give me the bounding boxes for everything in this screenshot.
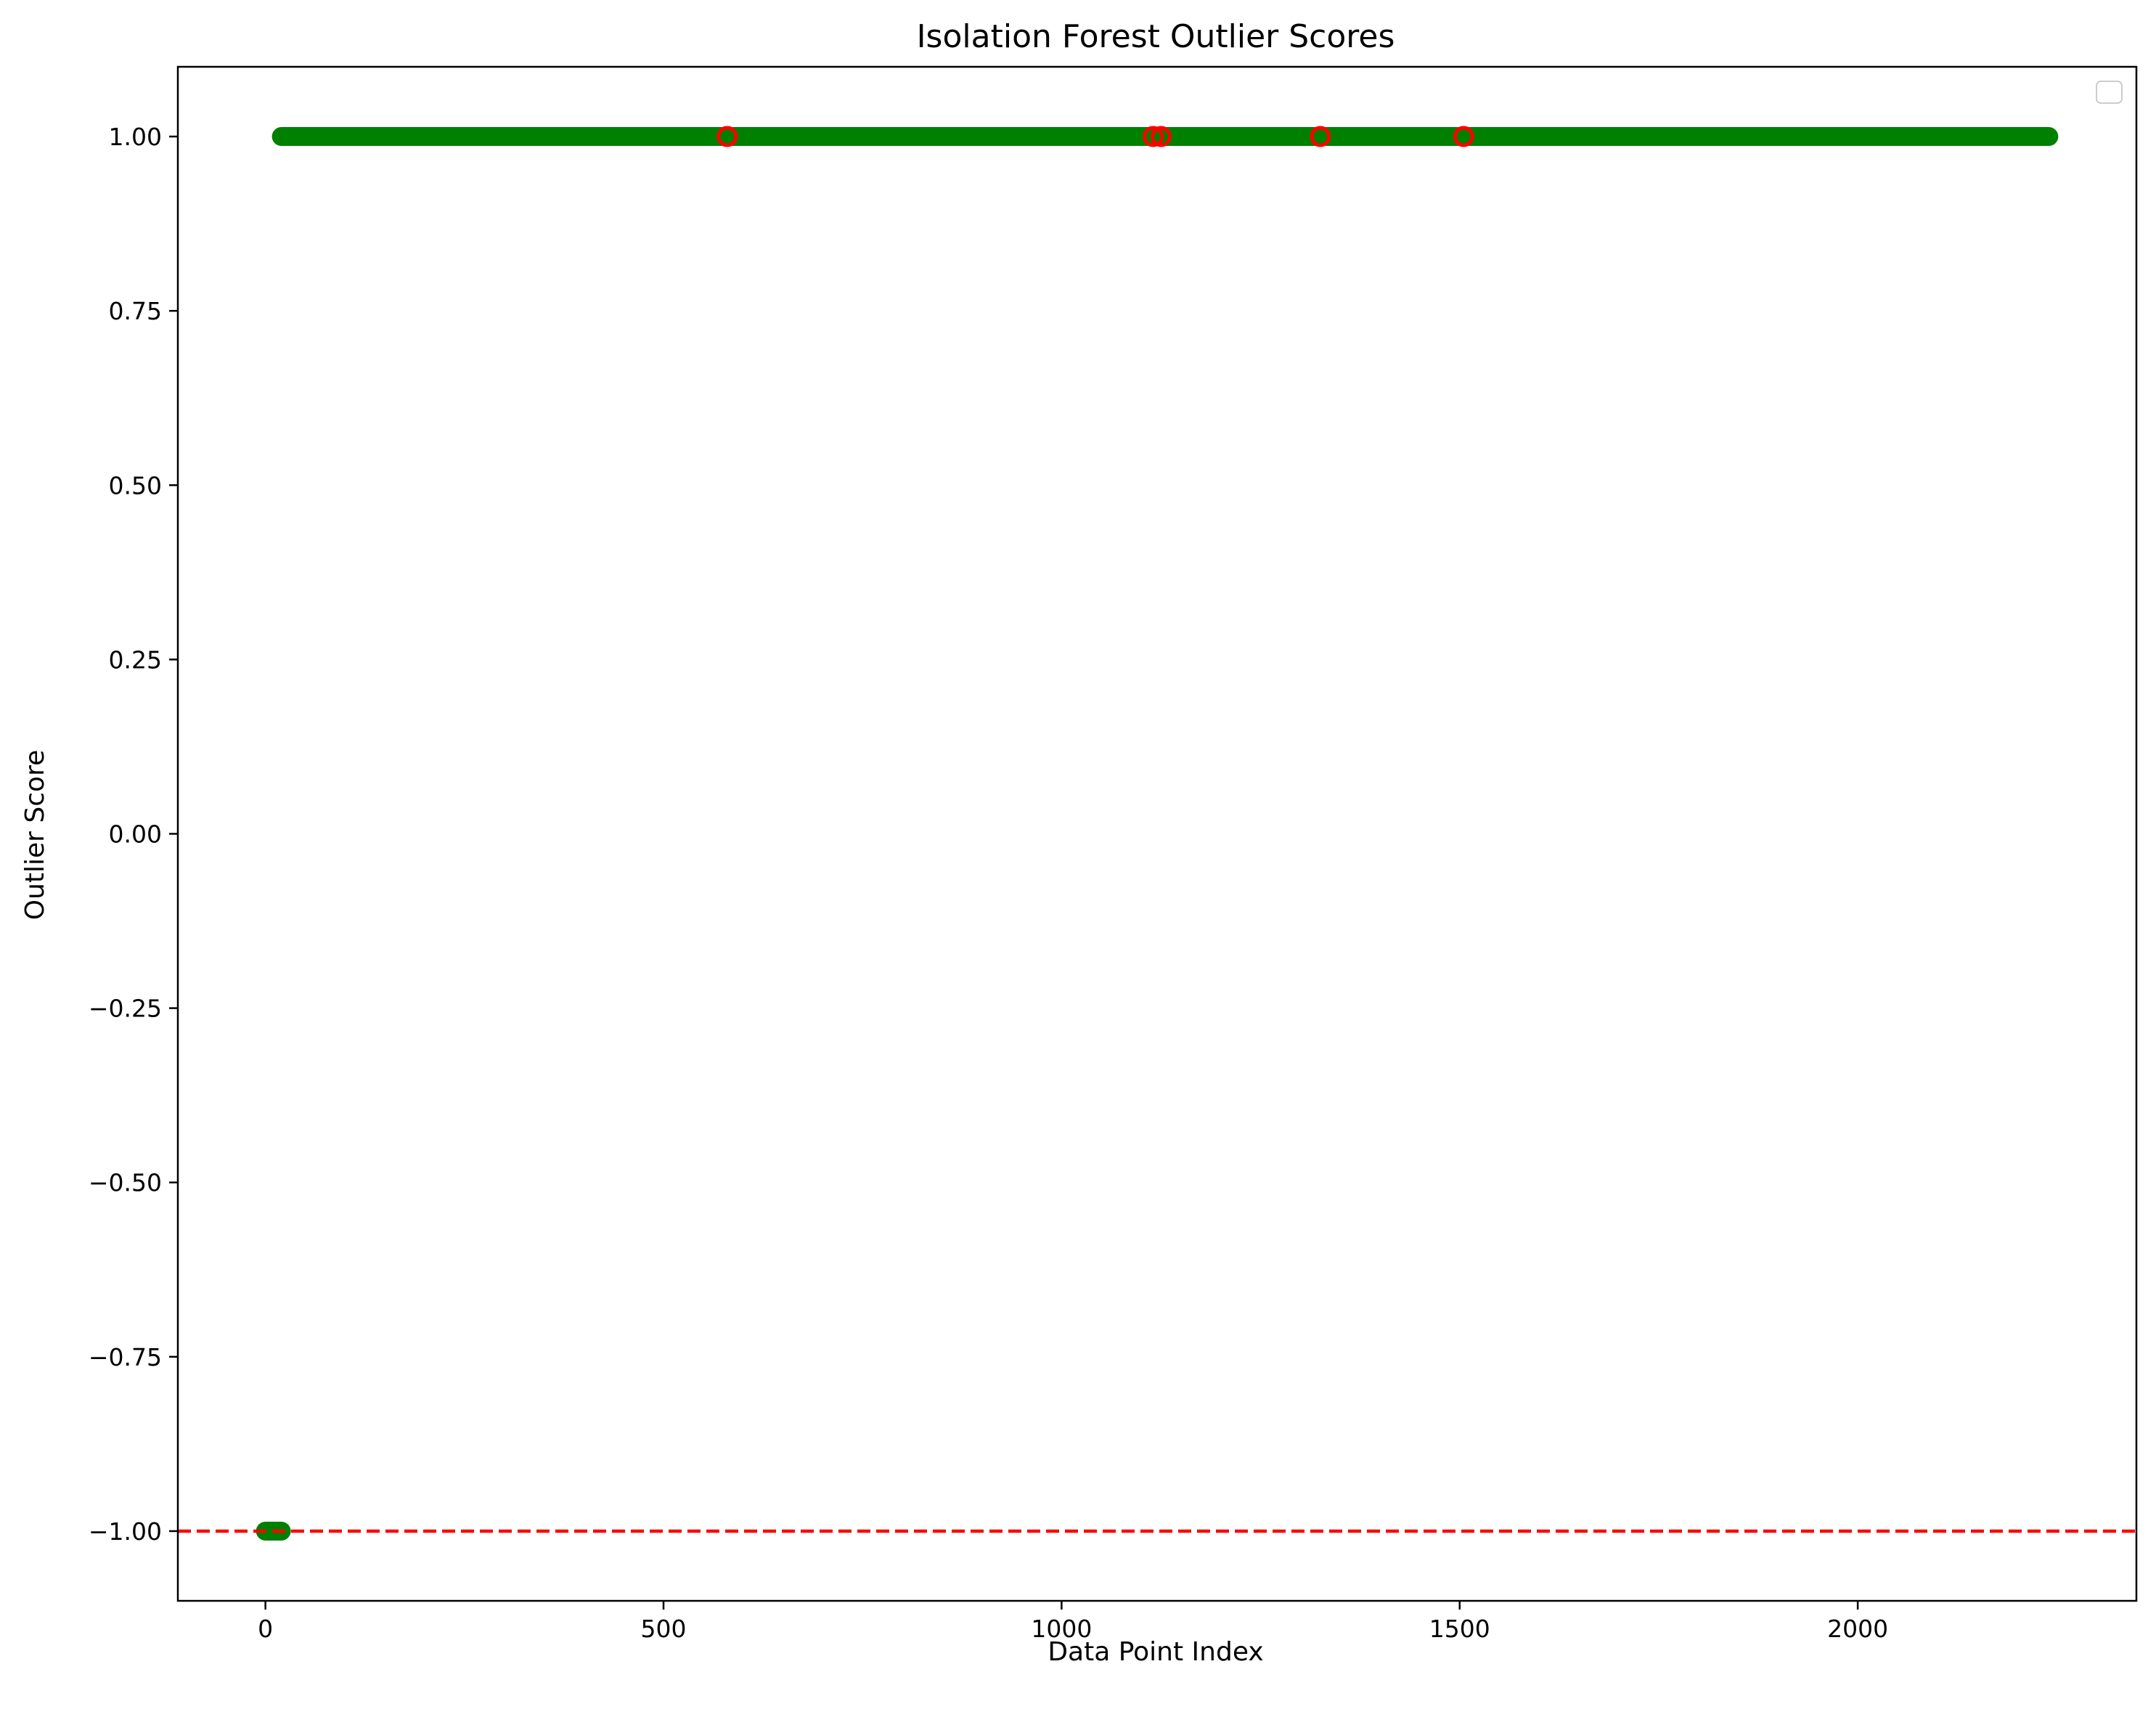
y-tick-label-1: 0.75 <box>109 297 162 325</box>
data-marks <box>178 126 2136 1541</box>
y-tick-label-2: 0.50 <box>109 471 162 499</box>
x-tick-label-4: 2000 <box>1827 1615 1888 1643</box>
x-axis-label: Data Point Index <box>1048 1637 1263 1667</box>
legend-box <box>2096 81 2123 104</box>
y-tick-label-0: 1.00 <box>109 123 162 151</box>
y-tick-label-6: −0.50 <box>89 1169 162 1197</box>
y-tick-label-5: −0.25 <box>89 995 162 1023</box>
red-point-2 <box>1150 126 1172 147</box>
y-axis-label: Outlier Score <box>20 750 50 921</box>
chart-title: Isolation Forest Outlier Scores <box>917 18 1395 55</box>
x-tick-label-2: 1000 <box>1031 1615 1092 1643</box>
red-point-1 <box>1143 126 1164 147</box>
x-tick-label-3: 1500 <box>1429 1615 1490 1643</box>
x-tick-label-1: 500 <box>641 1615 687 1643</box>
y-tick-label-8: −1.00 <box>89 1517 162 1546</box>
red-point-4 <box>1453 126 1474 147</box>
x-tick-label-0: 0 <box>258 1615 273 1643</box>
y-tick-label-7: −0.75 <box>89 1343 162 1371</box>
y-tick-label-3: 0.25 <box>109 645 162 674</box>
y-tick-label-4: 0.00 <box>109 820 162 849</box>
red-point-0 <box>716 126 738 147</box>
red-point-3 <box>1310 126 1331 147</box>
plot-area: 0 500 1000 1500 2000 1.00 0.75 0.50 0.25 0.00 −0.2… <box>89 65 2138 1643</box>
